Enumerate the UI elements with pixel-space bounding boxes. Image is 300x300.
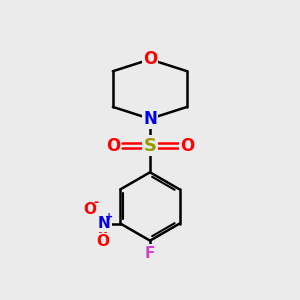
- Text: N: N: [143, 110, 157, 128]
- Text: F: F: [145, 246, 155, 261]
- Text: +: +: [105, 212, 113, 222]
- Text: S: S: [143, 136, 157, 154]
- Text: O: O: [106, 136, 120, 154]
- Text: O: O: [96, 235, 109, 250]
- Text: O: O: [180, 136, 194, 154]
- Text: O: O: [83, 202, 96, 217]
- Text: -: -: [94, 196, 99, 209]
- Text: O: O: [143, 50, 157, 68]
- Text: N: N: [98, 216, 110, 231]
